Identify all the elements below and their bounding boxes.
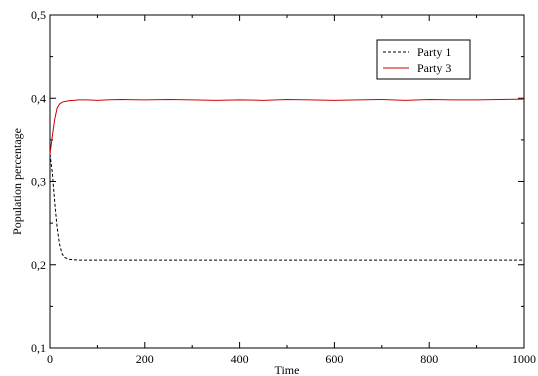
y-tick-label: 0,5 <box>31 8 46 22</box>
y-tick-label: 0,3 <box>31 175 46 189</box>
legend: Party 1 Party 3 <box>376 39 471 80</box>
x-tick-label: 200 <box>136 352 154 366</box>
x-tick-label: 0 <box>47 352 53 366</box>
axis-tick-labels: 0 200 400 600 800 1000 0,1 0,2 0,3 0,4 0,5 <box>31 8 536 366</box>
y-tick-label: 0,4 <box>31 91 46 105</box>
x-tick-label: 400 <box>231 352 249 366</box>
axis-ticks <box>49 14 525 349</box>
x-tick-label: 1000 <box>512 352 536 366</box>
series-line-party-3 <box>49 98 525 155</box>
series-layer <box>49 98 525 261</box>
series-line-party-1 <box>49 153 524 261</box>
y-tick-label: 0,2 <box>31 258 46 272</box>
legend-box <box>376 39 471 80</box>
x-axis-label: Time <box>275 363 300 376</box>
legend-label-party-1: Party 1 <box>417 45 451 59</box>
y-axis-label: Population percentage <box>10 128 24 235</box>
legend-label-party-3: Party 3 <box>417 61 451 75</box>
y-tick-label: 0,1 <box>31 341 46 355</box>
x-tick-label: 800 <box>420 352 438 366</box>
x-tick-label: 600 <box>325 352 343 366</box>
